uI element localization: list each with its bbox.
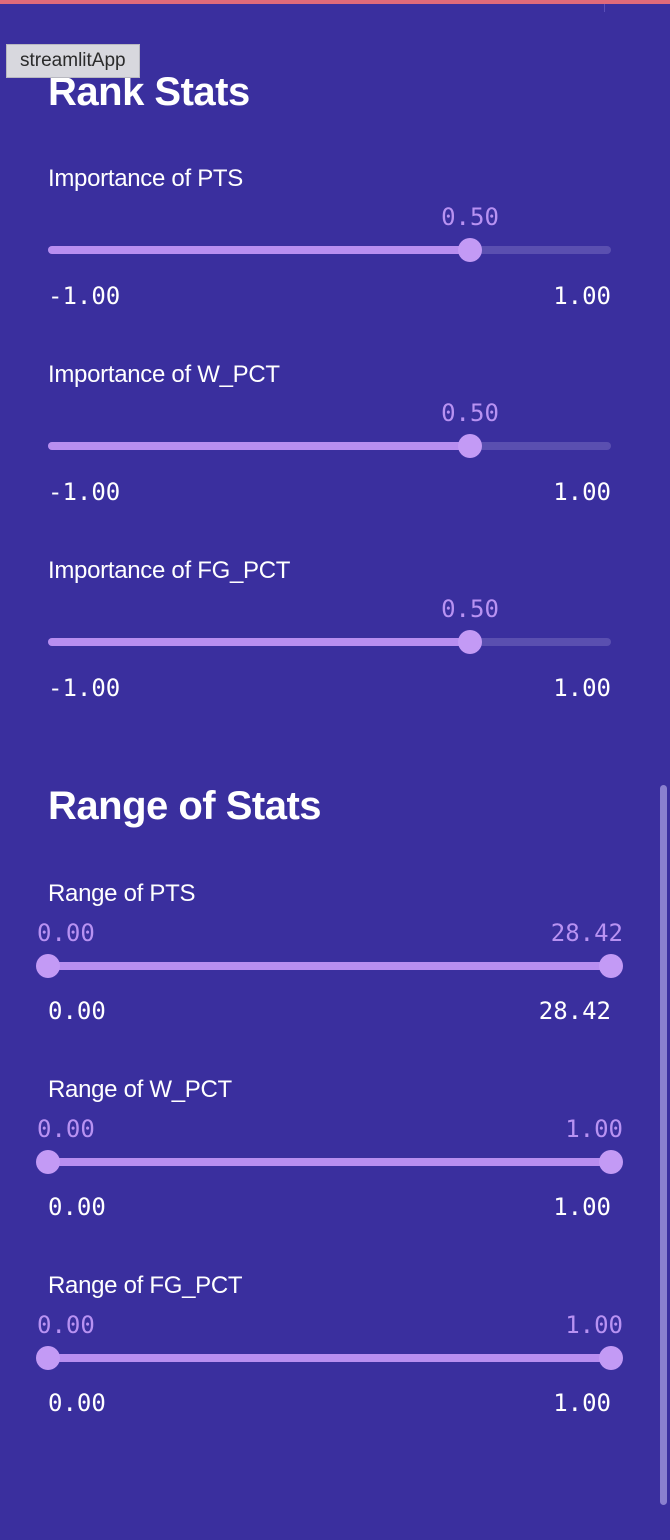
slider-track[interactable] xyxy=(48,238,611,262)
slider-label: Range of PTS xyxy=(48,880,196,907)
range-high-thumb[interactable] xyxy=(599,1150,623,1174)
slider-min-label: 0.00 xyxy=(48,1193,106,1221)
range-low-thumb[interactable] xyxy=(36,954,60,978)
slider-label: Range of FG_PCT xyxy=(48,1272,243,1299)
slider-min-label: -1.00 xyxy=(48,478,121,506)
slider-max-label: 28.42 xyxy=(538,997,611,1025)
range-stats-heading: Range of Stats xyxy=(48,784,322,828)
slider-min-label: 0.00 xyxy=(48,997,106,1025)
slider-thumb[interactable] xyxy=(458,238,482,262)
slider-label: Importance of W_PCT xyxy=(48,361,280,388)
slider-importance-fg-pct[interactable]: Importance of FG_PCT 0.50 -1.00 1.00 xyxy=(0,557,670,702)
range-low-value: 0.00 xyxy=(37,1311,95,1339)
slider-fill xyxy=(48,246,470,254)
slider-max-label: 1.00 xyxy=(553,282,611,310)
range-low-thumb[interactable] xyxy=(36,1346,60,1370)
window-divider xyxy=(604,4,605,12)
slider-label: Importance of FG_PCT xyxy=(48,557,291,584)
range-slider-fg-pct[interactable]: Range of FG_PCT 0.00 1.00 0.00 1.00 xyxy=(0,1272,670,1417)
slider-max-label: 1.00 xyxy=(553,674,611,702)
range-low-thumb[interactable] xyxy=(36,1150,60,1174)
range-high-thumb[interactable] xyxy=(599,1346,623,1370)
range-low-value: 0.00 xyxy=(37,919,95,947)
slider-importance-pts[interactable]: Importance of PTS 0.50 -1.00 1.00 xyxy=(0,165,670,310)
window-top-bar xyxy=(0,0,670,4)
slider-label: Range of W_PCT xyxy=(48,1076,232,1103)
range-low-value: 0.00 xyxy=(37,1115,95,1143)
slider-value: 0.50 xyxy=(441,595,499,623)
slider-thumb[interactable] xyxy=(458,434,482,458)
slider-min-label: 0.00 xyxy=(48,1389,106,1417)
slider-track[interactable] xyxy=(48,434,611,458)
range-high-value: 1.00 xyxy=(565,1115,623,1143)
range-high-thumb[interactable] xyxy=(599,954,623,978)
range-slider-pts[interactable]: Range of PTS 0.00 28.42 0.00 28.42 xyxy=(0,880,670,1025)
slider-thumb[interactable] xyxy=(458,630,482,654)
slider-value: 0.50 xyxy=(441,399,499,427)
slider-max-label: 1.00 xyxy=(553,1389,611,1417)
slider-track[interactable] xyxy=(36,954,623,978)
slider-max-label: 1.00 xyxy=(553,478,611,506)
range-high-value: 1.00 xyxy=(565,1311,623,1339)
slider-fill xyxy=(48,1354,611,1362)
slider-label: Importance of PTS xyxy=(48,165,243,192)
slider-min-label: -1.00 xyxy=(48,282,121,310)
slider-fill xyxy=(48,1158,611,1166)
range-slider-w-pct[interactable]: Range of W_PCT 0.00 1.00 0.00 1.00 xyxy=(0,1076,670,1221)
slider-track[interactable] xyxy=(36,1346,623,1370)
slider-value: 0.50 xyxy=(441,203,499,231)
sidebar-scrollbar[interactable] xyxy=(660,785,667,1505)
slider-min-label: -1.00 xyxy=(48,674,121,702)
slider-importance-w-pct[interactable]: Importance of W_PCT 0.50 -1.00 1.00 xyxy=(0,361,670,506)
app-tooltip: streamlitApp xyxy=(6,44,140,78)
range-high-value: 28.42 xyxy=(550,919,623,947)
slider-track[interactable] xyxy=(36,1150,623,1174)
slider-fill xyxy=(48,442,470,450)
slider-track[interactable] xyxy=(48,630,611,654)
slider-fill xyxy=(48,962,611,970)
slider-max-label: 1.00 xyxy=(553,1193,611,1221)
slider-fill xyxy=(48,638,470,646)
